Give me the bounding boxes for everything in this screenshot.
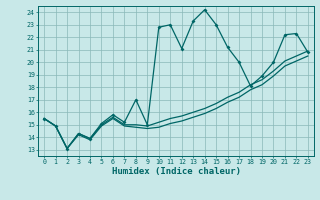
X-axis label: Humidex (Indice chaleur): Humidex (Indice chaleur): [111, 167, 241, 176]
